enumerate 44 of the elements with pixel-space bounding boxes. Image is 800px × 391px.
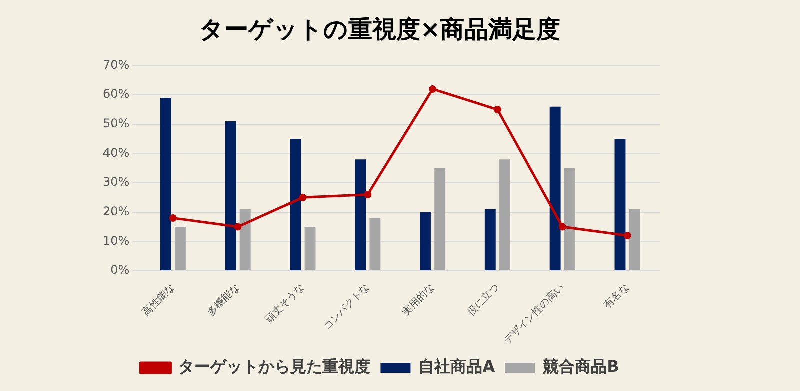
- bar: [629, 209, 640, 270]
- bar: [290, 139, 302, 270]
- bar: [174, 226, 186, 270]
- y-tick-label: 70%: [103, 58, 130, 72]
- x-tick-label: 高性能な: [140, 282, 178, 318]
- bar: [500, 160, 510, 270]
- bar: [355, 160, 366, 270]
- bar: [370, 218, 381, 270]
- legend-label: 競合商品B: [542, 357, 620, 376]
- bar: [225, 121, 236, 270]
- point: [299, 194, 307, 202]
- bar: [240, 209, 251, 270]
- x-tick-label: コンパクトな: [322, 282, 372, 333]
- y-tick-label: 10%: [103, 234, 130, 248]
- y-tick-label: 50%: [103, 116, 130, 131]
- bar: [484, 209, 496, 270]
- legend-label: ターゲットから見た重視度: [178, 357, 371, 376]
- point: [624, 232, 632, 240]
- bar: [160, 98, 172, 270]
- bar: [420, 212, 431, 270]
- bar: [434, 168, 446, 270]
- x-tick-label: 多機能な: [205, 282, 242, 318]
- x-tick-label: 頑丈そうな: [263, 282, 307, 326]
- point: [234, 223, 242, 231]
- point: [558, 223, 566, 231]
- point: [494, 106, 502, 114]
- legend-label: 自社商品A: [418, 357, 496, 376]
- bar: [614, 139, 626, 270]
- point: [169, 214, 177, 222]
- bar: [564, 168, 576, 270]
- y-tick-label: 40%: [103, 146, 130, 160]
- chart-title: ターゲットの重視度×商品満足度: [199, 16, 561, 44]
- y-tick-label: 0%: [110, 263, 130, 278]
- x-tick-label: 役に立つ: [464, 282, 502, 318]
- x-tick-label: 実用的な: [400, 282, 437, 318]
- bar: [550, 106, 561, 270]
- x-tick-label: 有名な: [602, 282, 632, 312]
- bar: [304, 226, 316, 270]
- y-tick-label: 20%: [103, 204, 130, 218]
- x-tick-label: デザイン性の高い: [502, 282, 567, 347]
- y-tick-label: 30%: [103, 175, 130, 190]
- point: [364, 191, 372, 198]
- point: [429, 85, 437, 93]
- y-tick-label: 60%: [103, 87, 130, 102]
